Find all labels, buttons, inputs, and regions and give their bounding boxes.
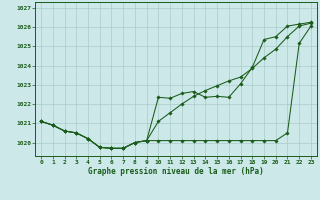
X-axis label: Graphe pression niveau de la mer (hPa): Graphe pression niveau de la mer (hPa) bbox=[88, 167, 264, 176]
